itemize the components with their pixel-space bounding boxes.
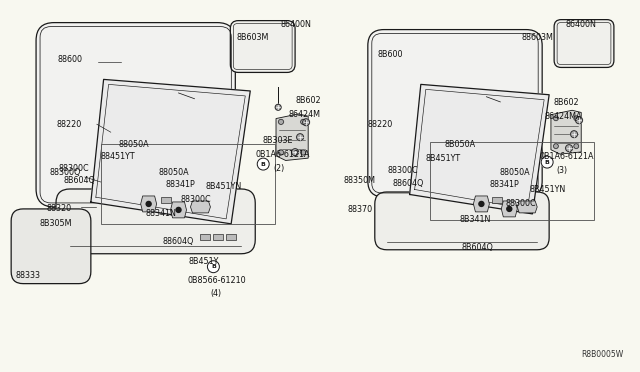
- PathPatch shape: [36, 23, 236, 207]
- PathPatch shape: [368, 30, 542, 197]
- Text: 88603M: 88603M: [521, 33, 553, 42]
- Polygon shape: [551, 110, 581, 154]
- Circle shape: [554, 144, 558, 148]
- Circle shape: [541, 156, 553, 168]
- Circle shape: [292, 149, 299, 155]
- Text: 8B600: 8B600: [378, 50, 403, 59]
- Circle shape: [278, 150, 284, 155]
- Text: (3): (3): [556, 166, 567, 174]
- Text: 88300Q: 88300Q: [49, 167, 81, 177]
- Circle shape: [275, 104, 281, 110]
- Circle shape: [207, 261, 220, 273]
- Text: B: B: [545, 160, 550, 164]
- Circle shape: [566, 145, 573, 152]
- PathPatch shape: [56, 189, 255, 254]
- Text: 88370: 88370: [348, 205, 373, 214]
- PathPatch shape: [230, 20, 295, 73]
- Polygon shape: [141, 196, 157, 212]
- Polygon shape: [474, 196, 490, 212]
- Text: 8B602: 8B602: [553, 98, 579, 107]
- Text: 8B604Q: 8B604Q: [64, 176, 96, 185]
- Text: 88320: 88320: [46, 205, 71, 214]
- Text: 88451YT: 88451YT: [101, 152, 136, 161]
- Polygon shape: [227, 234, 236, 240]
- Circle shape: [507, 206, 512, 211]
- Circle shape: [257, 158, 269, 170]
- Polygon shape: [410, 84, 549, 214]
- Circle shape: [278, 119, 284, 124]
- Text: 86400N: 86400N: [280, 20, 311, 29]
- Polygon shape: [91, 79, 250, 224]
- Text: 88050A: 88050A: [119, 140, 149, 149]
- Circle shape: [303, 119, 310, 126]
- Text: 8B305M: 8B305M: [39, 219, 72, 228]
- Polygon shape: [492, 197, 502, 203]
- Text: B: B: [260, 161, 266, 167]
- Polygon shape: [213, 234, 223, 240]
- Text: 8B451YN: 8B451YN: [205, 183, 242, 192]
- Text: 88604Q: 88604Q: [163, 237, 194, 246]
- PathPatch shape: [554, 20, 614, 67]
- Text: 8B303E: 8B303E: [262, 136, 292, 145]
- Text: 88341P: 88341P: [166, 180, 195, 189]
- Text: 88300C: 88300C: [180, 195, 211, 205]
- Text: R8B0005W: R8B0005W: [582, 350, 624, 359]
- Text: 88600: 88600: [58, 55, 83, 64]
- Polygon shape: [276, 114, 308, 160]
- Text: 8B602: 8B602: [295, 96, 321, 105]
- Text: 88300C: 88300C: [506, 199, 536, 208]
- Text: 86400N: 86400N: [565, 20, 596, 29]
- Bar: [101, 144, 275, 224]
- Text: 8B341N: 8B341N: [460, 215, 491, 224]
- Circle shape: [554, 116, 558, 121]
- Text: 8B604Q: 8B604Q: [461, 243, 493, 252]
- Polygon shape: [161, 197, 171, 203]
- Text: 88220: 88220: [57, 120, 82, 129]
- Polygon shape: [171, 202, 186, 218]
- Polygon shape: [200, 234, 211, 240]
- Text: 88341N: 88341N: [146, 209, 177, 218]
- Text: 8B451YT: 8B451YT: [426, 154, 461, 163]
- Text: (2): (2): [273, 164, 284, 173]
- Polygon shape: [517, 201, 537, 213]
- Text: 0B8566-61210: 0B8566-61210: [188, 276, 246, 285]
- Text: 88050A: 88050A: [159, 167, 189, 177]
- Circle shape: [146, 202, 151, 206]
- Text: 8B451YN: 8B451YN: [529, 186, 566, 195]
- Text: (4): (4): [211, 289, 221, 298]
- Circle shape: [574, 144, 579, 148]
- Circle shape: [301, 119, 306, 124]
- Text: 86424M: 86424M: [288, 110, 320, 119]
- Text: 8B050A: 8B050A: [445, 140, 476, 149]
- Circle shape: [479, 202, 484, 206]
- Text: B: B: [211, 264, 216, 269]
- Text: 86424MA: 86424MA: [544, 112, 582, 121]
- PathPatch shape: [11, 209, 91, 283]
- PathPatch shape: [375, 192, 549, 250]
- Polygon shape: [191, 201, 211, 213]
- Text: 0B1A6-6121A: 0B1A6-6121A: [255, 150, 310, 158]
- Text: 0B1A6-6121A: 0B1A6-6121A: [539, 152, 594, 161]
- Text: 88341P: 88341P: [490, 180, 519, 189]
- Text: 8B451Y: 8B451Y: [189, 257, 219, 266]
- Circle shape: [296, 134, 303, 141]
- Text: 88300C: 88300C: [59, 164, 90, 173]
- Text: 88300C: 88300C: [388, 166, 419, 174]
- Text: 88350M: 88350M: [344, 176, 376, 185]
- Circle shape: [176, 208, 181, 212]
- Text: 88050A: 88050A: [499, 167, 530, 177]
- Circle shape: [574, 116, 579, 121]
- Bar: [429, 142, 594, 220]
- Circle shape: [575, 117, 582, 124]
- Polygon shape: [501, 201, 517, 217]
- Circle shape: [571, 131, 577, 138]
- Text: 8B603M: 8B603M: [236, 33, 269, 42]
- Text: 88333: 88333: [15, 271, 40, 280]
- Text: 88220: 88220: [368, 120, 393, 129]
- Circle shape: [301, 150, 306, 155]
- Text: 88604Q: 88604Q: [393, 179, 424, 187]
